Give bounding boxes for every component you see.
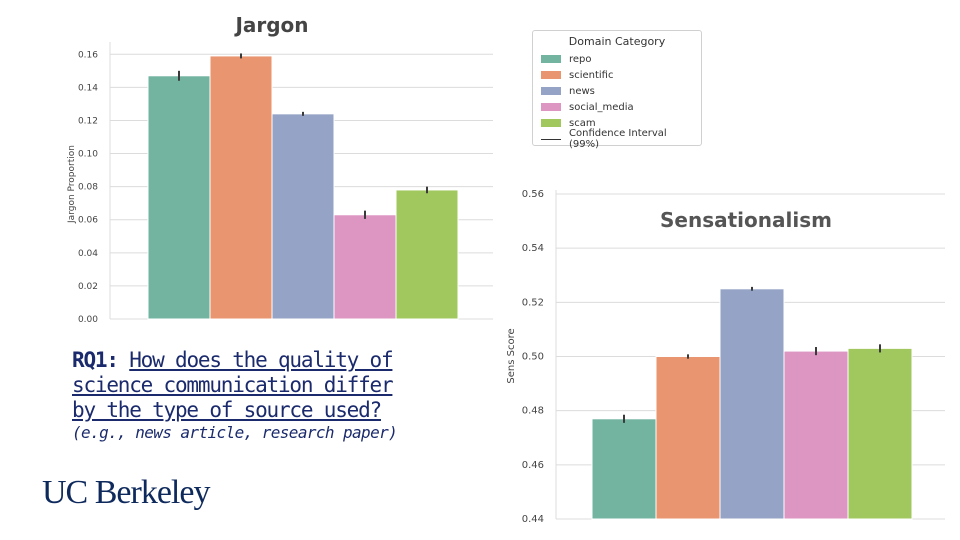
- sensationalism-bars: [591, 286, 913, 520]
- legend-swatch-scam: [541, 119, 561, 127]
- legend-label-scam: scam: [569, 117, 596, 129]
- jargon-bar-news: [271, 113, 335, 320]
- sensationalism-y-tick-label: 0.56: [522, 189, 544, 200]
- jargon-y-tick-label: 0.14: [78, 83, 98, 93]
- jargon-y-tick-label: 0.02: [78, 282, 98, 292]
- rq-line-3: by the type of source used?: [72, 398, 452, 423]
- sensationalism-bar-scam: [847, 347, 913, 520]
- legend-label-repo: repo: [569, 53, 592, 65]
- sensationalism-y-tick-label: 0.46: [522, 460, 544, 471]
- rq-examples: (e.g., news article, research paper): [72, 423, 398, 442]
- sensationalism-bar-social-media: [783, 350, 849, 520]
- sensationalism-bar-news: [719, 288, 785, 520]
- sensationalism-y-tick-label: 0.48: [522, 406, 544, 417]
- jargon-y-label: Jargon Proportion: [67, 145, 77, 224]
- jargon-bar-scientific: [209, 55, 273, 320]
- rq-line-2: science communication differ: [72, 373, 452, 398]
- legend-swatch-repo: [541, 55, 561, 63]
- legend-ci-line: [541, 138, 561, 140]
- jargon-y-tick-label: 0.06: [78, 216, 98, 226]
- jargon-bars: [147, 53, 459, 320]
- jargon-y-tick-label: 0.12: [78, 116, 98, 126]
- legend-swatch-news: [541, 87, 561, 95]
- legend-title: Domain Category: [568, 35, 666, 48]
- sensationalism-y-tick-label: 0.52: [522, 297, 544, 308]
- uc-berkeley-logo: UC Berkeley: [42, 474, 210, 511]
- jargon-chart: 0.00 0.02 0.04 0.06 0.08 0.10 0.12 0.14 0.16 Jar…: [67, 13, 493, 325]
- jargon-y-tick-label: 0.10: [78, 150, 98, 160]
- rq-line-1: RQ1: How does the quality of: [72, 348, 452, 373]
- jargon-y-tick-label: 0.08: [78, 183, 98, 193]
- legend-label-scientific: scientific: [569, 69, 614, 81]
- chart-legend: Domain Category repo scientific news soc…: [532, 30, 702, 150]
- legend-item-social-media: social_media: [541, 99, 693, 115]
- jargon-y-tick-label: 0.04: [78, 249, 98, 259]
- jargon-bar-repo: [147, 75, 211, 320]
- legend-swatch-scientific: [541, 71, 561, 79]
- jargon-title: Jargon: [233, 13, 308, 37]
- sensationalism-y-tick-label: 0.44: [522, 514, 544, 525]
- jargon-bar-social-media: [333, 214, 397, 320]
- legend-item-repo: repo: [541, 51, 693, 67]
- legend-item-news: news: [541, 83, 693, 99]
- legend-label-social-media: social_media: [569, 101, 634, 113]
- legend-item-scientific: scientific: [541, 67, 693, 83]
- legend-item-scam: scam: [541, 115, 693, 131]
- rq-question-part-3: by the type of source used?: [72, 398, 382, 422]
- sensationalism-title: Sensationalism: [660, 208, 832, 232]
- sensationalism-bar-scientific: [655, 356, 721, 520]
- sensationalism-y-tick-label: 0.50: [522, 352, 544, 363]
- rq-question-part-1: How does the quality of: [129, 348, 393, 372]
- sensationalism-chart: 0.44 0.46 0.48 0.50 0.52 0.54 0.56 Sensational…: [506, 189, 945, 525]
- legend-label-news: news: [569, 85, 595, 97]
- sensationalism-y-label: Sens Score: [506, 328, 517, 383]
- legend-item-confidence-interval: Confidence Interval (99%): [541, 128, 693, 150]
- jargon-bar-scam: [395, 189, 459, 320]
- sensationalism-bar-repo: [591, 418, 657, 520]
- research-question: RQ1: How does the quality of science com…: [72, 348, 452, 443]
- jargon-y-tick-label: 0.16: [78, 50, 98, 60]
- legend-swatch-social-media: [541, 103, 561, 111]
- legend-label-confidence-interval: Confidence Interval (99%): [569, 128, 667, 150]
- jargon-y-tick-label: 0.00: [78, 315, 98, 325]
- rq-question-part-2: science communication differ: [72, 373, 394, 397]
- sensationalism-y-tick-label: 0.54: [522, 243, 544, 254]
- rq-label: RQ1:: [72, 348, 119, 372]
